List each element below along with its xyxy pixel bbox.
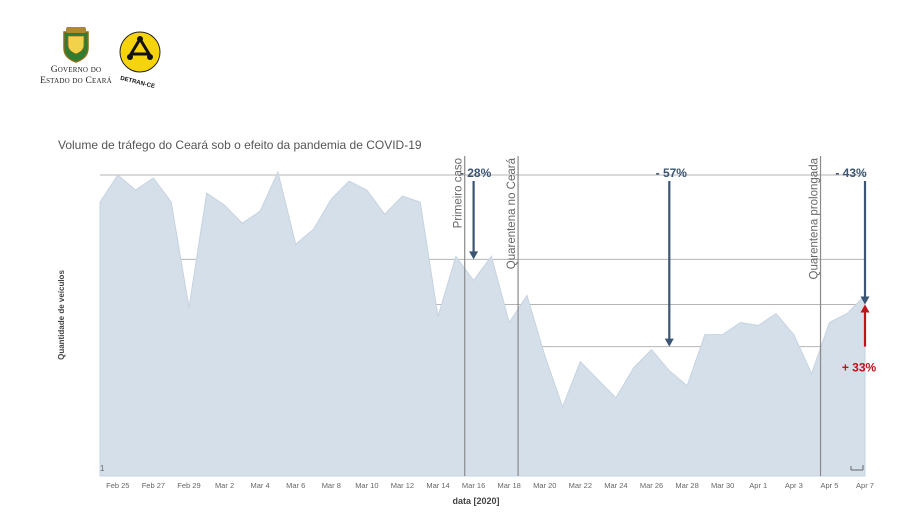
corner-label: 1 bbox=[100, 464, 105, 473]
x-tick-label: Mar 2 bbox=[215, 481, 234, 490]
chart-title: Volume de tráfego do Ceará sob o efeito … bbox=[58, 138, 422, 152]
annotation-arrowhead bbox=[860, 304, 870, 313]
event-lines: Primeiro caso Quarentena no Ceará Quarente… bbox=[453, 156, 822, 476]
x-tick-label: Apr 1 bbox=[749, 481, 767, 490]
x-axis-label: data [2020] bbox=[452, 496, 499, 506]
gov-line1: Governo do bbox=[50, 65, 102, 75]
x-tick-label: Feb 25 bbox=[106, 481, 129, 490]
bracket-icon bbox=[850, 465, 864, 471]
x-tick-label: Apr 3 bbox=[785, 481, 803, 490]
detran-logo-icon bbox=[119, 31, 161, 73]
event-label: Quarentena prolongada bbox=[809, 157, 821, 279]
header-logos: Governo do Estado do Ceará DETRAN-CE bbox=[26, 26, 186, 96]
x-tick-label: Apr 7 bbox=[856, 481, 874, 490]
x-tick-label: Mar 28 bbox=[675, 481, 698, 490]
x-axis-ticks: Feb 25 Feb 27 Feb 29 Mar 2 Mar 4 Mar 6 Mar 8 Ma… bbox=[106, 481, 874, 490]
x-tick-label: Mar 18 bbox=[498, 481, 521, 490]
x-tick-label: Feb 29 bbox=[177, 481, 200, 490]
x-tick-label: Mar 8 bbox=[322, 481, 341, 490]
x-tick-label: Mar 24 bbox=[604, 481, 627, 490]
gov-line2: Estado do Ceará bbox=[40, 76, 112, 86]
detran-label-layer: DETRAN-CE bbox=[120, 76, 156, 90]
x-tick-label: Mar 4 bbox=[251, 481, 270, 490]
annotation-arrowhead bbox=[469, 251, 479, 260]
x-tick-label: Mar 10 bbox=[355, 481, 378, 490]
x-tick-label: Mar 16 bbox=[462, 481, 485, 490]
ceara-coat-of-arms-icon bbox=[63, 27, 89, 63]
x-tick-label: Mar 6 bbox=[286, 481, 305, 490]
event-label: Quarentena no Ceará bbox=[506, 157, 518, 269]
x-tick-label: Feb 27 bbox=[142, 481, 165, 490]
x-tick-label: Mar 20 bbox=[533, 481, 556, 490]
traffic-area bbox=[99, 170, 866, 477]
x-tick-label: Mar 12 bbox=[391, 481, 414, 490]
x-tick-label: Mar 22 bbox=[569, 481, 592, 490]
annotation-label: - 57% bbox=[656, 166, 688, 180]
x-tick-label: Apr 5 bbox=[820, 481, 838, 490]
annotation-label: - 43% bbox=[835, 166, 867, 180]
x-tick-label: Mar 26 bbox=[640, 481, 663, 490]
x-tick-label: Mar 30 bbox=[711, 481, 734, 490]
annotation-label: + 33% bbox=[842, 361, 877, 375]
annotation-arrowhead bbox=[860, 296, 870, 305]
annotation-label: - 28% bbox=[460, 166, 492, 180]
x-tick-label: Mar 14 bbox=[426, 481, 449, 490]
event-label: Primeiro caso bbox=[453, 158, 465, 228]
y-axis-label: Quantidade de veículos bbox=[57, 270, 66, 360]
change-annotations: - 28% - 57% - 43% + 33% bbox=[460, 166, 877, 375]
annotation-arrowhead bbox=[664, 338, 674, 347]
logo-graphics bbox=[63, 27, 161, 73]
